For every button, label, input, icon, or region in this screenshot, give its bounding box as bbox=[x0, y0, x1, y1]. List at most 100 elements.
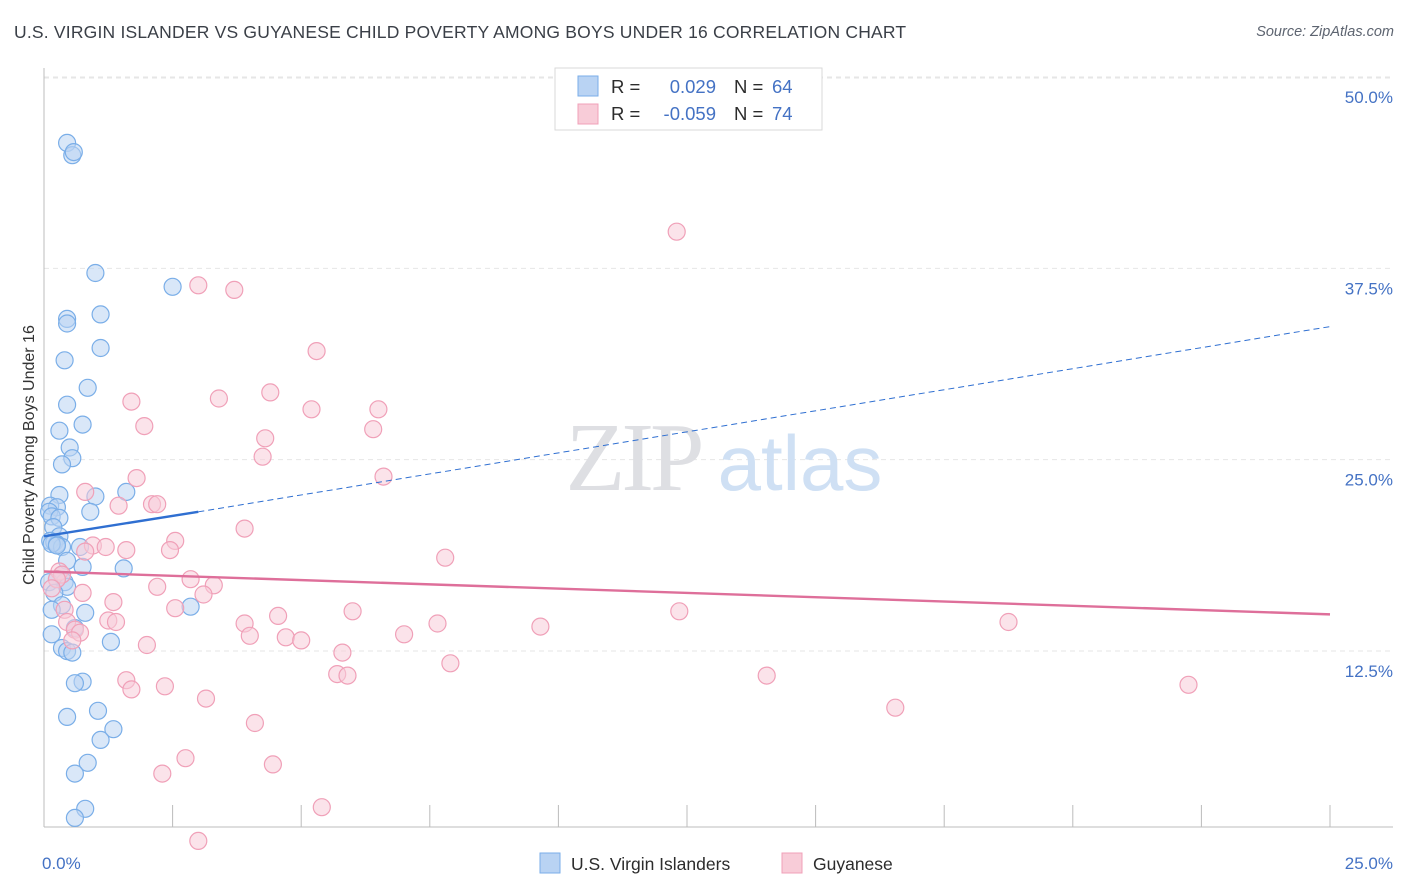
guyanese-point-42 bbox=[106, 612, 126, 632]
guyanese-point-44 bbox=[428, 614, 447, 633]
guyanese-point-13 bbox=[127, 469, 146, 488]
guyanese-point-24 bbox=[160, 540, 180, 560]
series-guyanese-points bbox=[42, 222, 1198, 851]
legend-r-label-0: R = bbox=[611, 76, 640, 97]
guyanese-point-65 bbox=[196, 689, 216, 708]
guyanese-point-72 bbox=[189, 831, 208, 851]
virgin-islanders-point-56 bbox=[88, 701, 108, 720]
virgin-islanders-point-62 bbox=[65, 808, 85, 828]
virgin-islanders-point-16 bbox=[52, 455, 72, 474]
guyanese-point-18 bbox=[148, 495, 167, 514]
guyanese-point-17 bbox=[109, 496, 128, 515]
axes: 12.5% 25.0% 37.5% 50.0% 0.0% 25.0% bbox=[42, 68, 1393, 873]
watermark-zip: ZIP bbox=[566, 404, 701, 512]
guyanese-point-2 bbox=[225, 280, 244, 299]
guyanese-point-12 bbox=[253, 447, 272, 466]
guyanese-point-64 bbox=[122, 680, 141, 699]
watermark-atlas: atlas bbox=[718, 419, 883, 507]
virgin-islanders-point-2 bbox=[64, 143, 83, 162]
guyanese-point-69 bbox=[263, 755, 282, 774]
virgin-islanders-point-12 bbox=[73, 415, 92, 434]
guyanese-point-73 bbox=[76, 542, 95, 561]
guyanese-point-52 bbox=[137, 635, 156, 655]
y-axis-label: Child Poverty Among Boys Under 16 bbox=[21, 325, 38, 585]
guyanese-point-53 bbox=[63, 631, 82, 650]
virgin-islanders-point-17 bbox=[117, 482, 136, 501]
guyanese-point-71 bbox=[312, 798, 331, 817]
virgin-islanders-point-54 bbox=[65, 674, 85, 693]
guyanese-point-50 bbox=[395, 625, 414, 644]
guyanese-point-9 bbox=[135, 417, 154, 436]
guyanese-point-55 bbox=[441, 654, 460, 673]
guyanese-point-11 bbox=[256, 429, 275, 448]
guyanese-point-8 bbox=[369, 400, 388, 419]
guyanese-point-59 bbox=[757, 666, 776, 685]
legend-swatch-virgin-islanders bbox=[577, 75, 599, 97]
guyanese-point-6 bbox=[261, 383, 280, 402]
bottom-legend-label-virgin-islanders: U.S. Virgin Islanders bbox=[571, 854, 730, 874]
guyanese-point-58 bbox=[338, 666, 357, 685]
virgin-islanders-point-59 bbox=[78, 753, 97, 772]
guyanese-point-19 bbox=[235, 519, 254, 538]
guyanese-point-5 bbox=[209, 389, 228, 408]
virgin-islanders-trend-line-extension bbox=[198, 326, 1331, 513]
virgin-islanders-point-13 bbox=[50, 421, 69, 440]
bottom-legend-swatch-guyanese bbox=[781, 852, 803, 874]
guyanese-point-39 bbox=[269, 606, 288, 626]
guyanese-point-23 bbox=[117, 540, 136, 560]
guyanese-point-30 bbox=[42, 579, 61, 598]
guyanese-point-60 bbox=[999, 612, 1018, 632]
y-axis-label-group: Child Poverty Among Boys Under 16 bbox=[21, 325, 38, 585]
virgin-islanders-point-36 bbox=[114, 559, 133, 578]
virgin-islanders-point-23 bbox=[81, 502, 100, 521]
guyanese-point-70 bbox=[153, 764, 172, 783]
x-tick-label-0: 0.0% bbox=[42, 854, 81, 873]
virgin-islanders-point-60 bbox=[65, 764, 85, 783]
virgin-islanders-point-8 bbox=[91, 338, 110, 358]
grid-lines bbox=[44, 76, 1393, 652]
bottom-legend-swatch-virgin-islanders bbox=[539, 852, 561, 874]
guyanese-point-31 bbox=[148, 577, 167, 596]
guyanese-point-68 bbox=[176, 749, 195, 768]
legend-r-value-0: 0.029 bbox=[670, 76, 716, 97]
guyanese-point-3 bbox=[307, 342, 326, 361]
guyanese-point-49 bbox=[276, 628, 295, 647]
y-tick-label-3: 50.0% bbox=[1345, 88, 1393, 107]
legend-n-label-0: N = bbox=[734, 76, 763, 97]
guyanese-point-38 bbox=[343, 602, 362, 621]
guyanese-point-34 bbox=[194, 585, 213, 604]
virgin-islanders-point-6 bbox=[57, 314, 77, 333]
virgin-islanders-point-3 bbox=[86, 263, 105, 283]
legend-r-value-1: -0.059 bbox=[664, 103, 716, 124]
guyanese-point-29 bbox=[181, 570, 200, 589]
guyanese-point-48 bbox=[240, 626, 259, 645]
virgin-islanders-point-55 bbox=[57, 707, 77, 727]
virgin-islanders-point-58 bbox=[91, 730, 110, 750]
legend-n-value-1: 74 bbox=[772, 103, 793, 124]
legend-n-value-0: 64 bbox=[772, 76, 793, 97]
virgin-islanders-point-11 bbox=[57, 395, 77, 414]
virgin-islanders-point-45 bbox=[76, 603, 95, 622]
legend-swatch-guyanese bbox=[577, 103, 599, 125]
virgin-islanders-point-57 bbox=[104, 720, 123, 739]
series-virgin-islanders-points bbox=[39, 133, 200, 828]
guyanese-point-45 bbox=[531, 617, 550, 636]
guyanese-point-66 bbox=[886, 698, 905, 717]
virgin-islanders-point-4 bbox=[163, 277, 182, 296]
guyanese-point-0 bbox=[667, 222, 686, 241]
guyanese-point-25 bbox=[436, 548, 455, 567]
x-tick-label-1: 25.0% bbox=[1345, 854, 1393, 873]
guyanese-point-15 bbox=[76, 482, 95, 501]
watermark: ZIP atlas bbox=[566, 404, 883, 512]
chart-title: U.S. VIRGIN ISLANDER VS GUYANESE CHILD P… bbox=[14, 22, 907, 42]
guyanese-point-63 bbox=[1179, 675, 1198, 694]
virgin-islanders-point-9 bbox=[55, 351, 74, 370]
guyanese-point-7 bbox=[302, 400, 321, 419]
guyanese-point-37 bbox=[166, 599, 185, 618]
virgin-islanders-point-7 bbox=[91, 305, 110, 324]
virgin-islanders-trend-line bbox=[43, 510, 199, 538]
stats-legend: R = 0.029 N = 64 R = -0.059 N = 74 bbox=[554, 67, 823, 131]
series-legend: U.S. Virgin Islanders Guyanese bbox=[539, 852, 893, 874]
guyanese-point-10 bbox=[364, 420, 383, 439]
